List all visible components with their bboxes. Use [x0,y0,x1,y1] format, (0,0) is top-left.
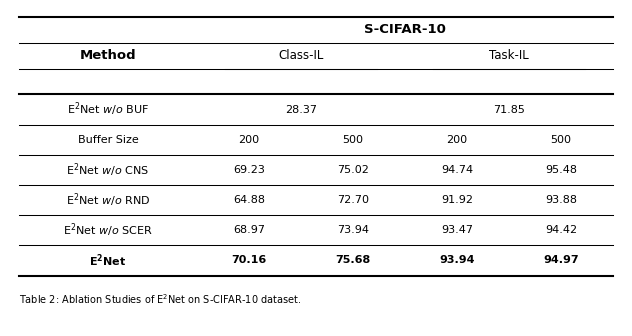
Text: 68.97: 68.97 [233,225,265,235]
Text: 64.88: 64.88 [233,195,265,205]
Text: 93.94: 93.94 [439,255,475,265]
Text: 500: 500 [550,135,571,145]
Text: 75.02: 75.02 [337,165,369,175]
Text: 200: 200 [447,135,468,145]
Text: 70.16: 70.16 [231,255,267,265]
Text: Task-IL: Task-IL [489,49,529,62]
Text: $\mathrm{E}^2\mathrm{Net}$ $\it{w/o}$ CNS: $\mathrm{E}^2\mathrm{Net}$ $\it{w/o}$ CN… [66,161,150,179]
Text: Table 2: Ablation Studies of $\mathrm{E}^2$Net on S-CIFAR-10 dataset.: Table 2: Ablation Studies of $\mathrm{E}… [19,292,301,306]
Text: 91.92: 91.92 [441,195,473,205]
Text: 28.37: 28.37 [285,104,317,115]
Text: 75.68: 75.68 [336,255,371,265]
Text: S-CIFAR-10: S-CIFAR-10 [364,23,446,36]
Text: 71.85: 71.85 [493,104,525,115]
Text: 94.97: 94.97 [544,255,579,265]
Text: Buffer Size: Buffer Size [78,135,138,145]
Text: 200: 200 [239,135,260,145]
Text: 93.47: 93.47 [441,225,473,235]
Text: 72.70: 72.70 [337,195,369,205]
Text: $\mathrm{E}^2\mathrm{Net}$ $\it{w/o}$ SCER: $\mathrm{E}^2\mathrm{Net}$ $\it{w/o}$ SC… [63,221,153,239]
Text: 94.74: 94.74 [441,165,473,175]
Text: $\mathbf{E}^{\mathbf{2}}\mathbf{Net}$: $\mathbf{E}^{\mathbf{2}}\mathbf{Net}$ [90,252,126,269]
Text: 94.42: 94.42 [545,225,577,235]
Text: 95.48: 95.48 [545,165,577,175]
Text: 73.94: 73.94 [337,225,369,235]
Text: 500: 500 [343,135,363,145]
Text: Method: Method [80,49,137,62]
Text: 93.88: 93.88 [545,195,577,205]
Text: Class-IL: Class-IL [279,49,324,62]
Text: 69.23: 69.23 [233,165,265,175]
Text: $\mathrm{E}^2\mathrm{Net}$ $\it{w/o}$ BUF: $\mathrm{E}^2\mathrm{Net}$ $\it{w/o}$ BU… [67,101,149,118]
Text: $\mathrm{E}^2\mathrm{Net}$ $\it{w/o}$ RND: $\mathrm{E}^2\mathrm{Net}$ $\it{w/o}$ RN… [66,191,150,209]
